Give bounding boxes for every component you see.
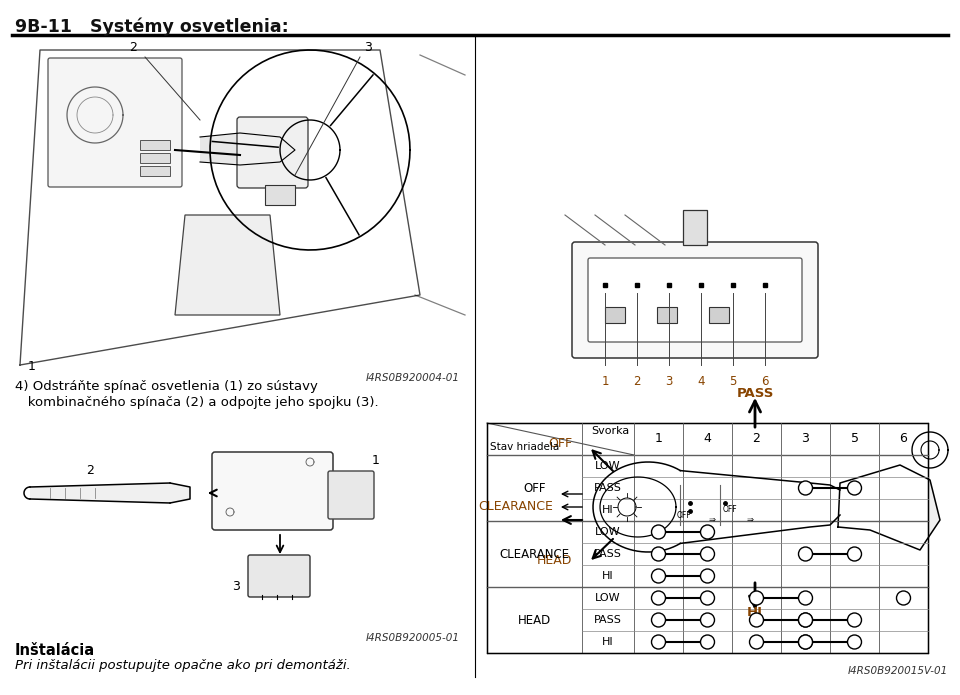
- Circle shape: [701, 635, 714, 649]
- Circle shape: [652, 591, 665, 605]
- Bar: [140, 153, 170, 163]
- Bar: [265, 185, 295, 205]
- Text: HI: HI: [602, 571, 613, 581]
- FancyBboxPatch shape: [48, 58, 182, 187]
- Polygon shape: [838, 465, 940, 550]
- Circle shape: [799, 635, 812, 649]
- Text: OFF: OFF: [723, 505, 737, 514]
- Text: Inštalácia: Inštalácia: [15, 643, 95, 658]
- FancyBboxPatch shape: [212, 452, 333, 530]
- Text: CLEARANCE: CLEARANCE: [478, 500, 553, 514]
- Bar: [605, 307, 625, 323]
- Circle shape: [799, 613, 812, 627]
- Circle shape: [750, 613, 763, 627]
- Circle shape: [701, 569, 714, 583]
- Text: 1: 1: [601, 375, 609, 388]
- Text: 2: 2: [753, 432, 760, 445]
- Circle shape: [848, 613, 861, 627]
- FancyBboxPatch shape: [588, 258, 802, 342]
- Text: Pri inštalácii postupujte opačne ako pri demontáži.: Pri inštalácii postupujte opačne ako pri…: [15, 659, 350, 672]
- FancyBboxPatch shape: [572, 242, 818, 358]
- Circle shape: [652, 569, 665, 583]
- Text: 3: 3: [364, 41, 372, 54]
- Bar: [683, 210, 707, 245]
- Text: 4: 4: [697, 375, 705, 388]
- Text: LOW: LOW: [595, 593, 621, 603]
- Circle shape: [799, 635, 812, 649]
- Text: CLEARANCE: CLEARANCE: [499, 548, 569, 560]
- Text: 6: 6: [900, 432, 907, 445]
- Text: 3: 3: [232, 580, 240, 593]
- Circle shape: [799, 481, 812, 495]
- Circle shape: [750, 591, 763, 605]
- Circle shape: [652, 525, 665, 539]
- Text: LOW: LOW: [595, 527, 621, 537]
- Text: 2: 2: [86, 464, 94, 477]
- Text: 4) Odstráňte spínač osvetlenia (1) zo sústavy: 4) Odstráňte spínač osvetlenia (1) zo sú…: [15, 380, 318, 393]
- Text: 9B-11   Systémy osvetlenia:: 9B-11 Systémy osvetlenia:: [15, 17, 289, 35]
- Text: OFF: OFF: [523, 482, 545, 495]
- Circle shape: [701, 525, 714, 539]
- Text: I4RS0B920005-01: I4RS0B920005-01: [366, 633, 460, 643]
- Bar: [709, 307, 729, 323]
- Text: 1: 1: [372, 454, 380, 467]
- Text: 6: 6: [761, 375, 769, 388]
- Text: Stav hriadela: Stav hriadela: [490, 442, 560, 452]
- Text: 3: 3: [665, 375, 673, 388]
- Text: PASS: PASS: [594, 483, 622, 493]
- Circle shape: [848, 547, 861, 561]
- Circle shape: [701, 613, 714, 627]
- Text: 5: 5: [851, 432, 858, 445]
- Text: 2: 2: [634, 375, 640, 388]
- Text: I4RS0B920004-01: I4RS0B920004-01: [366, 373, 460, 383]
- Bar: [140, 140, 170, 150]
- Circle shape: [652, 547, 665, 561]
- Text: PASS: PASS: [736, 387, 774, 400]
- Text: HEAD: HEAD: [537, 554, 572, 567]
- Circle shape: [848, 635, 861, 649]
- Text: ⇒: ⇒: [708, 514, 715, 523]
- FancyBboxPatch shape: [248, 555, 310, 597]
- Text: Svorka: Svorka: [591, 426, 630, 436]
- Circle shape: [799, 613, 812, 627]
- Bar: [140, 166, 170, 176]
- Circle shape: [799, 547, 812, 561]
- FancyBboxPatch shape: [328, 471, 374, 519]
- Circle shape: [652, 613, 665, 627]
- Circle shape: [750, 635, 763, 649]
- Text: 5: 5: [730, 375, 736, 388]
- Text: I4RS0B920015V-01: I4RS0B920015V-01: [848, 666, 948, 676]
- Bar: [657, 307, 677, 323]
- Circle shape: [701, 547, 714, 561]
- Text: HEAD: HEAD: [517, 614, 551, 626]
- Text: HI: HI: [602, 637, 613, 647]
- Text: kombinačného spínača (2) a odpojte jeho spojku (3).: kombinačného spínača (2) a odpojte jeho …: [15, 396, 378, 409]
- Text: ⇒: ⇒: [747, 514, 754, 523]
- Text: 4: 4: [704, 432, 711, 445]
- Circle shape: [848, 481, 861, 495]
- Text: OFF: OFF: [548, 437, 572, 450]
- Text: HI: HI: [747, 606, 763, 619]
- Circle shape: [652, 635, 665, 649]
- Circle shape: [701, 591, 714, 605]
- Polygon shape: [681, 471, 840, 543]
- Text: 3: 3: [802, 432, 809, 445]
- Text: HI: HI: [602, 505, 613, 515]
- Bar: [487, 423, 928, 653]
- Text: PASS: PASS: [594, 615, 622, 625]
- Text: OFF: OFF: [677, 511, 691, 519]
- Text: 2: 2: [129, 41, 137, 54]
- Text: 1: 1: [28, 360, 36, 373]
- FancyBboxPatch shape: [237, 117, 308, 188]
- Polygon shape: [30, 483, 190, 503]
- Circle shape: [799, 591, 812, 605]
- Text: PASS: PASS: [594, 549, 622, 559]
- Polygon shape: [175, 215, 280, 315]
- Polygon shape: [200, 133, 295, 165]
- Text: LOW: LOW: [595, 461, 621, 471]
- Text: 1: 1: [655, 432, 662, 445]
